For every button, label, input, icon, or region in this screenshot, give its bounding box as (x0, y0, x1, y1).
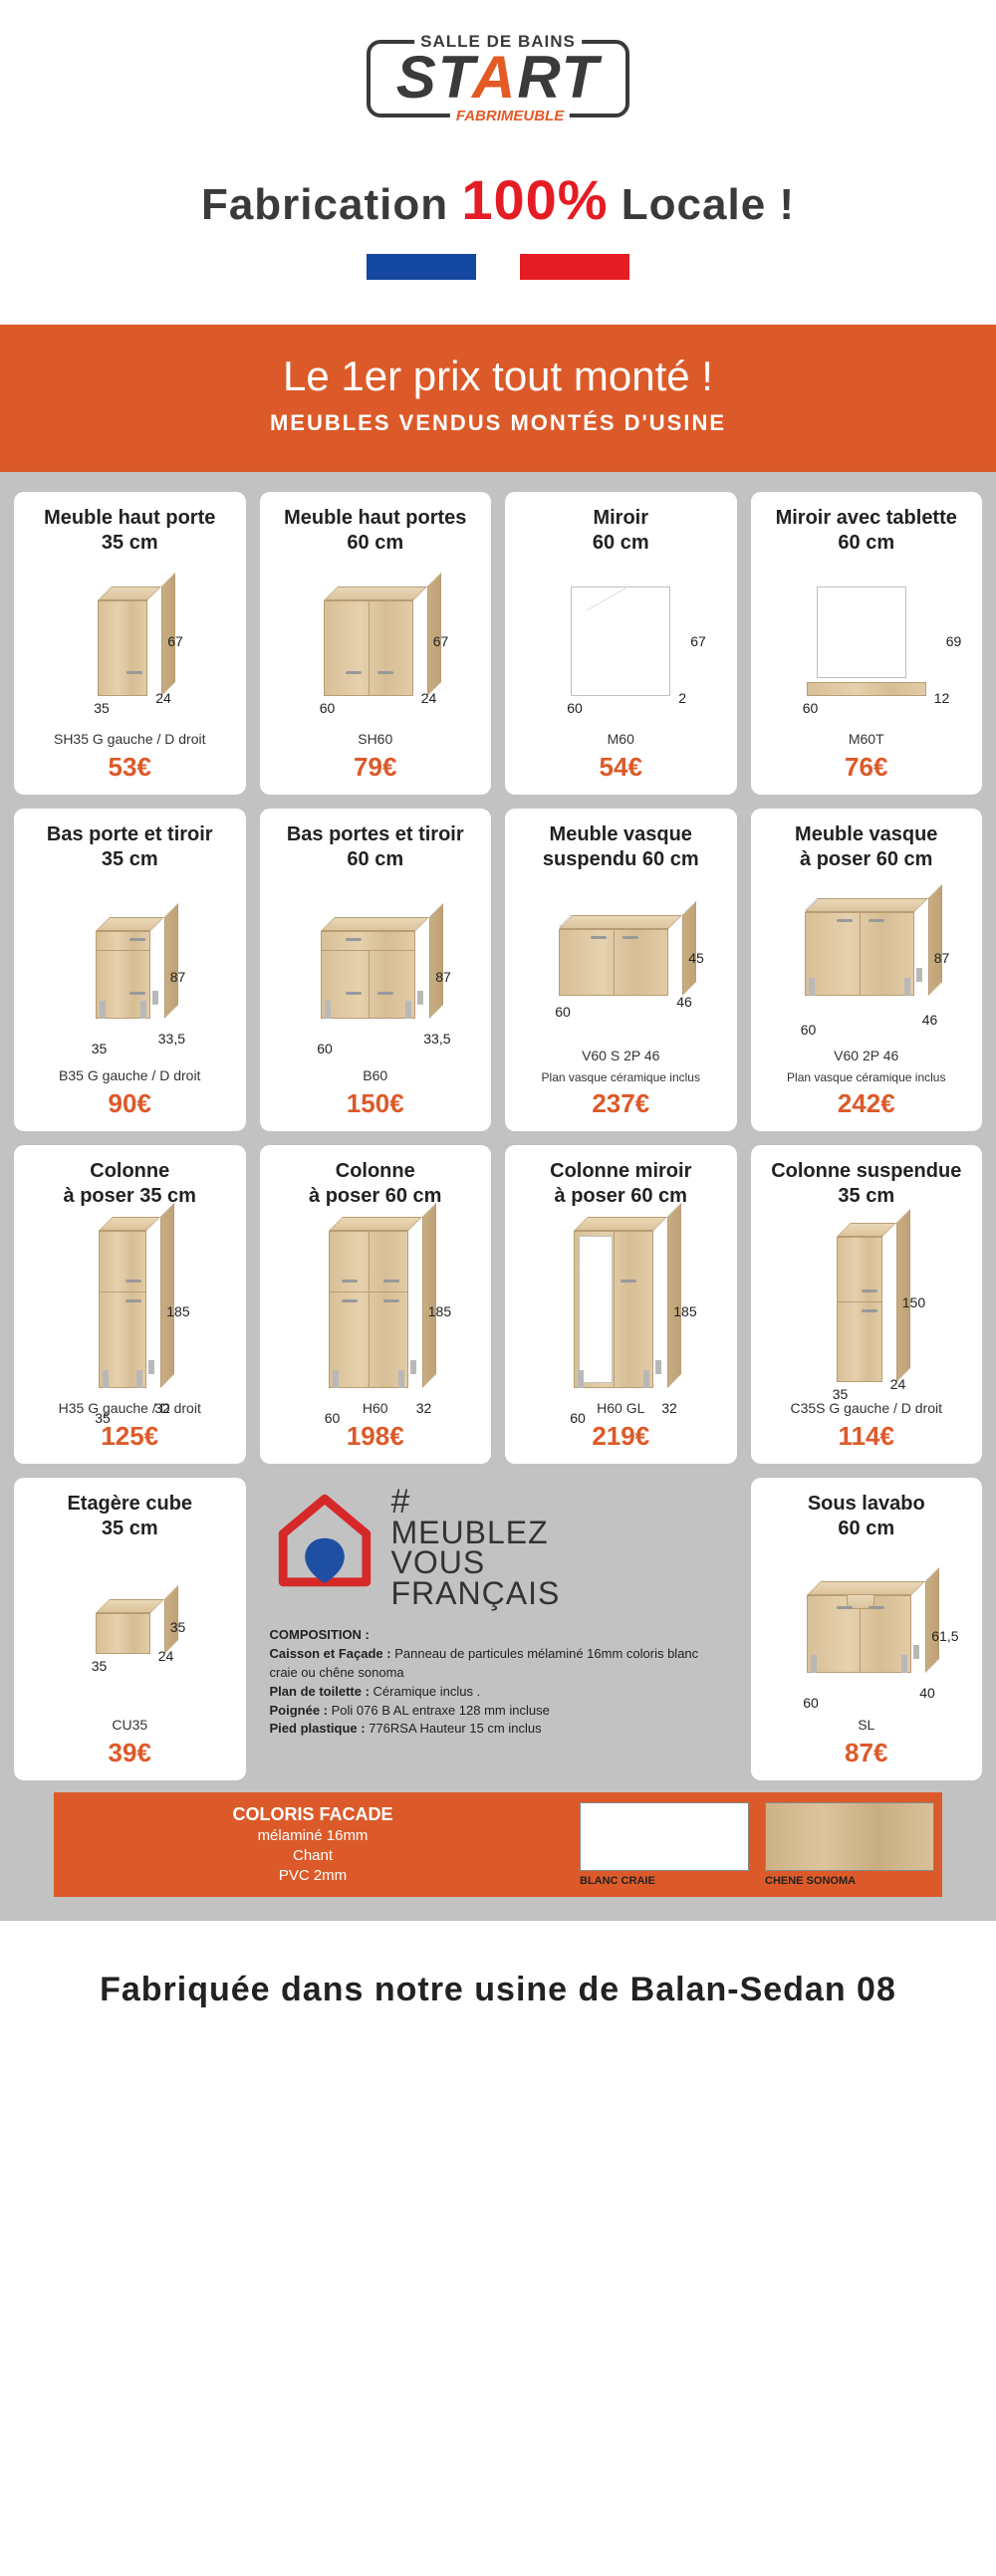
product-price: 90€ (22, 1086, 238, 1119)
logo-area: SALLE DE BAINS START FABRIMEUBLE (0, 0, 996, 137)
product-price: 150€ (268, 1086, 484, 1119)
band-title: Le 1er prix tout monté ! (0, 352, 996, 400)
product-price: 242€ (759, 1086, 975, 1119)
product-title: Miroir avec tablette60 cm (759, 506, 975, 558)
product-illustration: 60 32 185 (513, 1211, 729, 1396)
product-ref: C35S G gauche / D droit (759, 1396, 975, 1419)
coloris-text: COLORIS FACADE mélaminé 16mm Chant PVC 2… (54, 1792, 572, 1897)
product-card: Meuble vasqueà poser 60 cm 60 46 87 V60 … (751, 809, 983, 1131)
product-ref: M60T (759, 727, 975, 750)
info-panel: # MEUBLEZ VOUS FRANÇAIS COMPOSITION : Ca… (260, 1478, 737, 1780)
logo-main: START (396, 48, 600, 108)
product-ref: V60 2P 46 (759, 1044, 975, 1066)
flag-blue (367, 254, 476, 280)
product-ref: CU35 (22, 1713, 238, 1736)
product-title: Bas porte et tiroir35 cm (22, 822, 238, 874)
product-illustration: 60 46 45 (513, 874, 729, 1044)
product-card: Meuble haut porte35 cm 35 24 67 SH35 G g… (14, 492, 246, 795)
product-card: Meuble haut portes60 cm 60 24 67 SH60 79… (260, 492, 492, 795)
logo-top: SALLE DE BAINS (414, 32, 582, 52)
product-title: Meuble haut porte35 cm (22, 506, 238, 558)
product-grid-wrap: Meuble haut porte35 cm 35 24 67 SH35 G g… (0, 472, 996, 1921)
house-icon (270, 1486, 379, 1595)
product-title: Colonne suspendue35 cm (759, 1159, 975, 1211)
product-price: 87€ (759, 1736, 975, 1768)
product-price: 53€ (22, 750, 238, 783)
product-title: Sous lavabo60 cm (759, 1492, 975, 1543)
product-ref: SL (759, 1713, 975, 1736)
product-price: 39€ (22, 1736, 238, 1768)
footer: Fabriquée dans notre usine de Balan-Seda… (0, 1921, 996, 2069)
product-ref2: Plan vasque céramique inclus (513, 1066, 729, 1086)
product-ref: H60 GL (513, 1396, 729, 1419)
product-ref: V60 S 2P 46 (513, 1044, 729, 1066)
product-illustration: 35 24 35 (22, 1543, 238, 1713)
product-illustration: 60 40 61,5 (759, 1543, 975, 1713)
product-title: Etagère cube35 cm (22, 1492, 238, 1543)
product-ref2: Plan vasque céramique inclus (759, 1066, 975, 1086)
product-ref: M60 (513, 727, 729, 750)
flags (0, 242, 996, 325)
product-card: Sous lavabo60 cm 60 40 61,5 SL 87€ (751, 1478, 983, 1780)
product-card: Colonne suspendue35 cm 35 24 150 C35S G … (751, 1145, 983, 1464)
product-grid: Meuble haut porte35 cm 35 24 67 SH35 G g… (14, 492, 982, 1780)
product-ref: SH60 (268, 727, 484, 750)
product-illustration: 60 2 67 (513, 558, 729, 727)
coloris-bar: COLORIS FACADE mélaminé 16mm Chant PVC 2… (54, 1792, 942, 1897)
product-price: 237€ (513, 1086, 729, 1119)
color-swatch: CHENE SONOMA (765, 1802, 934, 1887)
orange-band: Le 1er prix tout monté ! MEUBLES VENDUS … (0, 325, 996, 472)
product-title: Meuble vasquesuspendu 60 cm (513, 822, 729, 874)
product-price: 76€ (759, 750, 975, 783)
product-card: Miroir avec tablette60 cm 60 12 69 M60T … (751, 492, 983, 795)
product-price: 219€ (513, 1419, 729, 1452)
product-title: Colonneà poser 35 cm (22, 1159, 238, 1211)
product-card: Etagère cube35 cm 35 24 35 CU35 39€ (14, 1478, 246, 1780)
tagline: Fabrication 100% Locale ! (0, 137, 996, 242)
product-illustration: 35 33,5 87 (22, 874, 238, 1063)
product-illustration: 60 46 87 (759, 874, 975, 1044)
product-title: Colonne miroirà poser 60 cm (513, 1159, 729, 1211)
logo-box: SALLE DE BAINS START FABRIMEUBLE (367, 40, 629, 117)
swatch-row: BLANC CRAIE CHENE SONOMA (572, 1792, 942, 1897)
product-title: Bas portes et tiroir60 cm (268, 822, 484, 874)
product-price: 54€ (513, 750, 729, 783)
product-illustration: 60 24 67 (268, 558, 484, 727)
product-price: 114€ (759, 1419, 975, 1452)
product-ref: SH35 G gauche / D droit (22, 727, 238, 750)
product-illustration: 35 32 185 (22, 1211, 238, 1396)
product-illustration: 60 32 185 (268, 1211, 484, 1396)
product-title: Colonneà poser 60 cm (268, 1159, 484, 1211)
product-illustration: 35 24 67 (22, 558, 238, 727)
product-title: Meuble haut portes60 cm (268, 506, 484, 558)
product-ref: B35 G gauche / D droit (22, 1063, 238, 1086)
flag-red (520, 254, 629, 280)
product-card: Colonneà poser 60 cm 60 32 185 H60 198€ (260, 1145, 492, 1464)
product-card: Colonneà poser 35 cm 35 32 185 H35 G gau… (14, 1145, 246, 1464)
product-card: Bas porte et tiroir35 cm 35 33,5 87 B35 … (14, 809, 246, 1131)
product-card: Colonne miroirà poser 60 cm 60 32 185 H6… (505, 1145, 737, 1464)
product-card: Meuble vasquesuspendu 60 cm 60 46 45 V60… (505, 809, 737, 1131)
product-ref: H35 G gauche / D droit (22, 1396, 238, 1419)
color-swatch: BLANC CRAIE (580, 1802, 749, 1887)
product-title: Meuble vasqueà poser 60 cm (759, 822, 975, 874)
composition-text: COMPOSITION : Caisson et Façade : Pannea… (270, 1626, 727, 1739)
product-price: 198€ (268, 1419, 484, 1452)
product-illustration: 35 24 150 (759, 1211, 975, 1396)
product-ref: H60 (268, 1396, 484, 1419)
product-price: 125€ (22, 1419, 238, 1452)
product-title: Miroir60 cm (513, 506, 729, 558)
product-illustration: 60 33,5 87 (268, 874, 484, 1063)
product-price: 79€ (268, 750, 484, 783)
product-illustration: 60 12 69 (759, 558, 975, 727)
logo-bottom: FABRIMEUBLE (450, 108, 570, 124)
product-ref: B60 (268, 1063, 484, 1086)
product-card: Miroir60 cm 60 2 67 M60 54€ (505, 492, 737, 795)
meublez-vous-francais: # MEUBLEZ VOUS FRANÇAIS (270, 1486, 727, 1626)
band-sub: MEUBLES VENDUS MONTÉS D'USINE (0, 400, 996, 436)
product-card: Bas portes et tiroir60 cm 60 33,5 87 B60… (260, 809, 492, 1131)
